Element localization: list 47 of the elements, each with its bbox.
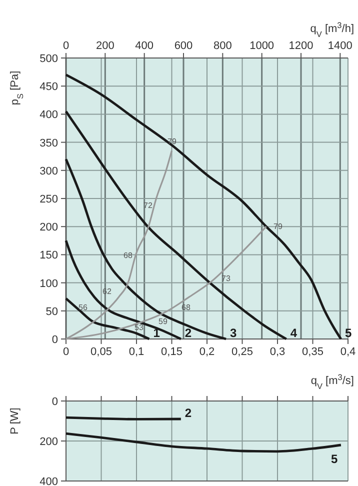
annotation: 68: [124, 251, 133, 260]
x2-tick-label: 600: [174, 40, 193, 52]
y-tick-label: 200: [40, 436, 58, 448]
x-tick-label: 0,05: [90, 346, 112, 358]
annotation: 79: [274, 222, 283, 231]
x-tick-label: 0: [62, 346, 70, 358]
x2-tick-label: 1000: [250, 40, 274, 52]
x2-tick-label: 800: [213, 40, 232, 52]
annotation: 59: [158, 317, 168, 326]
y-tick-label: 350: [40, 137, 58, 150]
y-tick-label: 400: [40, 109, 58, 122]
y-tick-label: 250: [40, 194, 58, 206]
y-tick-label: 450: [40, 81, 58, 94]
x-tick-label: 0,3: [270, 346, 286, 358]
x2-tick-label: 1400: [328, 40, 352, 52]
y-tick-label: 0: [52, 396, 58, 408]
x-tick-label: 0,4: [340, 346, 356, 358]
series-label: 3: [230, 326, 238, 340]
series-label: 2: [184, 326, 192, 340]
series-label: 4: [290, 326, 298, 340]
x-axis-title: q$_{V}$ [m$^{3}$/s]: [310, 372, 354, 390]
y-tick-label: 400: [40, 476, 58, 486]
x2-tick-label: 400: [135, 40, 154, 52]
x-tick-label: 0,1: [128, 346, 144, 358]
y-tick-label: 150: [40, 250, 58, 262]
series-label: 2: [184, 406, 192, 420]
y-tick-label: 0: [52, 334, 58, 346]
y-tick-label: 500: [40, 53, 58, 65]
x2-tick-label: 1200: [288, 40, 314, 52]
x-tick-label: 0,25: [232, 346, 253, 358]
x-tick-label: 0,15: [161, 346, 182, 358]
x-tick-label: 0,2: [199, 346, 215, 358]
series-label: 1: [153, 326, 160, 340]
y-axis-title: P [W]: [9, 408, 21, 434]
series-label: 5: [344, 326, 352, 340]
y-tick-label: 100: [40, 278, 58, 290]
annotation: 53: [134, 323, 144, 332]
x2-axis-title: q$_{V}$ [m$^{3}$/h]: [310, 20, 354, 38]
x-tick-label: 0,35: [302, 346, 324, 358]
y-tick-label: 200: [40, 222, 58, 234]
annotation: 79: [168, 137, 177, 146]
y-tick-label: 50: [46, 306, 58, 318]
series-label: 5: [330, 452, 338, 466]
x2-tick-label: 200: [96, 40, 114, 52]
y-tick-label: 300: [40, 165, 58, 178]
annotation: 56: [78, 303, 88, 312]
x2-tick-label: 0: [62, 40, 70, 52]
